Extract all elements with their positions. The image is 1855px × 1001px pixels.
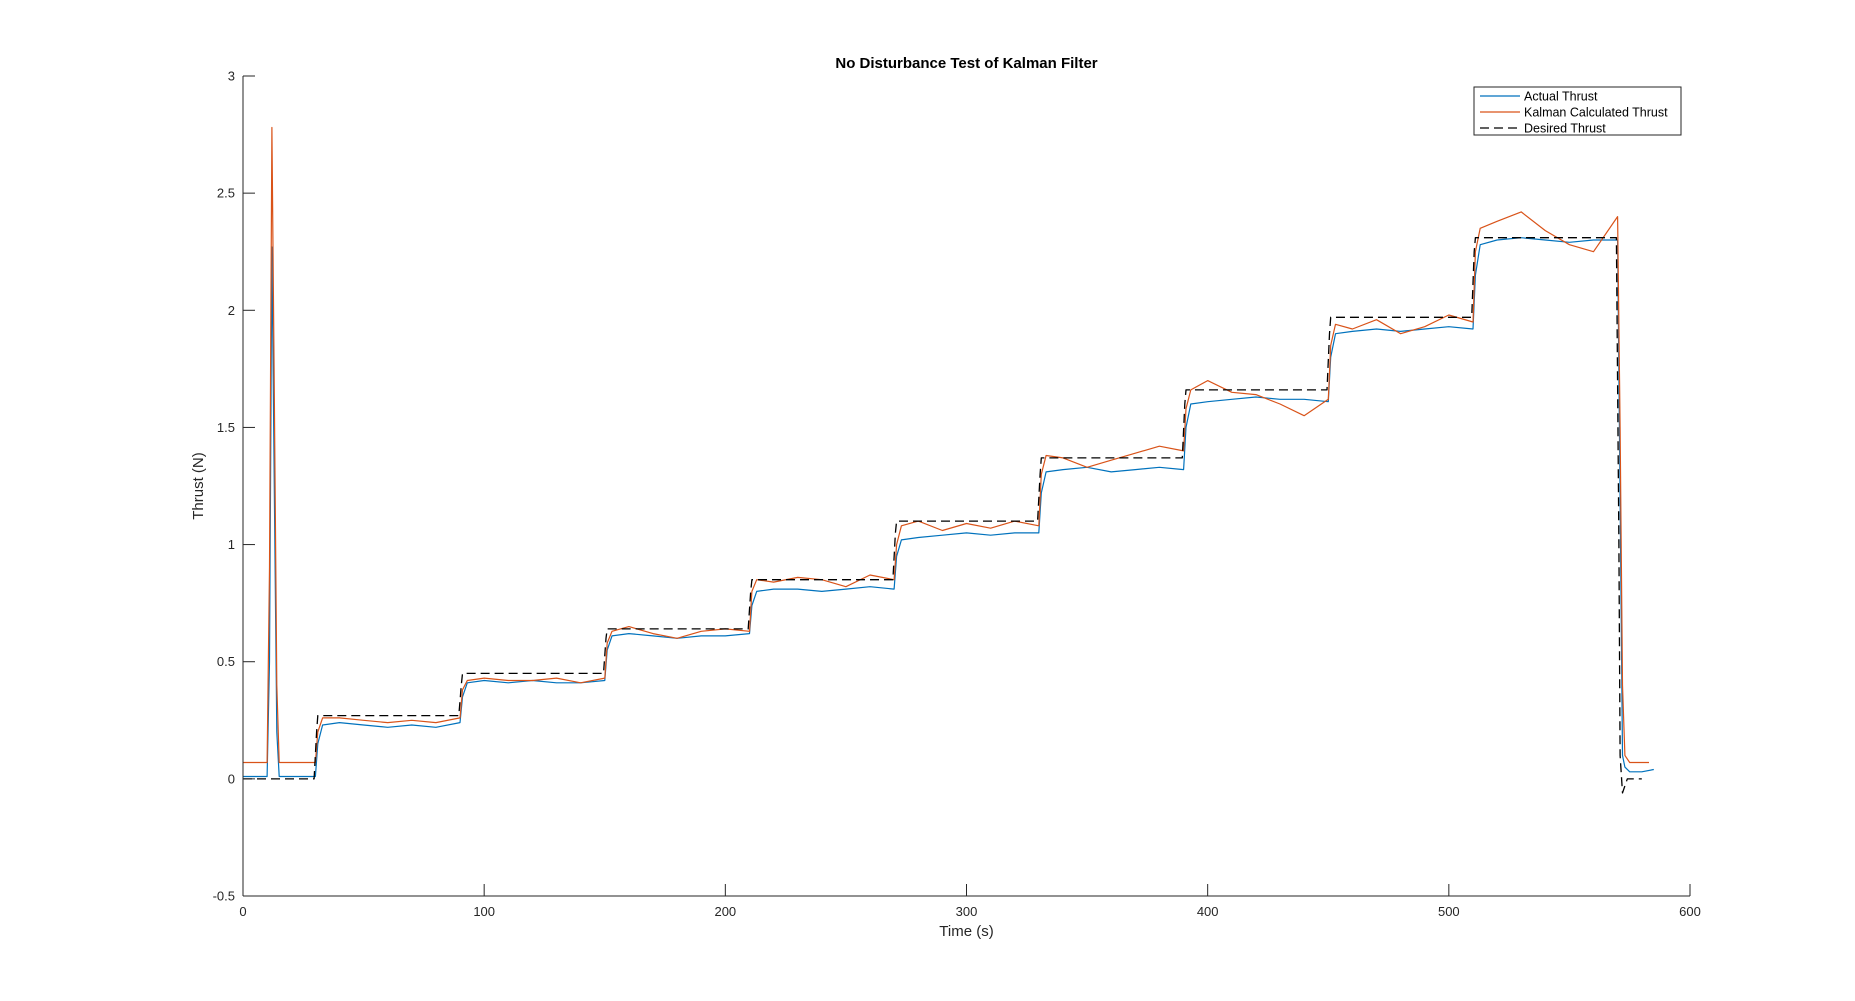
legend-label-kalman-calculated-thrust: Kalman Calculated Thrust — [1524, 106, 1668, 120]
series-line-kalman-calculated-thrust — [243, 126, 1649, 764]
x-ticks: 0 100 200 300 400 500 600 — [239, 884, 1701, 919]
legend: Actual Thrust Kalman Calculated Thrust D… — [1473, 86, 1682, 136]
y-tick-label: 1.5 — [217, 420, 235, 435]
y-ticks: -0.5 0 0.5 1 1.5 2 2.5 3 — [213, 69, 255, 904]
series-layer — [243, 126, 1654, 794]
plot-area: 0 100 200 300 400 500 600 -0.5 0 0.5 1 1.5 2 2.5 3 — [213, 69, 1701, 920]
legend-label-actual-thrust: Actual Thrust — [1524, 90, 1598, 104]
legend-label-desired-thrust: Desired Thrust — [1524, 122, 1606, 136]
y-tick-label: -0.5 — [213, 889, 235, 904]
x-tick-label: 0 — [239, 904, 246, 919]
x-tick-label: 100 — [473, 904, 495, 919]
chart-title: No Disturbance Test of Kalman Filter — [835, 55, 1097, 72]
y-tick-label: 2 — [228, 303, 235, 318]
legend-box — [1473, 86, 1682, 136]
series-line-desired-thrust — [243, 237, 1642, 794]
x-tick-label: 500 — [1438, 904, 1460, 919]
y-tick-label: 3 — [228, 69, 235, 84]
series-line-actual-thrust — [243, 237, 1654, 778]
x-axis-label: Time (s) — [939, 923, 993, 940]
x-tick-label: 200 — [714, 904, 736, 919]
y-tick-label: 2.5 — [217, 186, 235, 201]
axes-layer: 0 100 200 300 400 500 600 -0.5 0 0.5 1 1.5 2 2.5 3 — [213, 69, 1701, 920]
x-tick-label: 400 — [1197, 904, 1219, 919]
y-axis-label: Thrust (N) — [190, 452, 207, 520]
y-tick-label: 0 — [228, 771, 235, 786]
x-tick-label: 600 — [1679, 904, 1701, 919]
y-tick-label: 0.5 — [217, 654, 235, 669]
y-tick-label: 1 — [228, 537, 235, 552]
x-tick-label: 300 — [956, 904, 978, 919]
